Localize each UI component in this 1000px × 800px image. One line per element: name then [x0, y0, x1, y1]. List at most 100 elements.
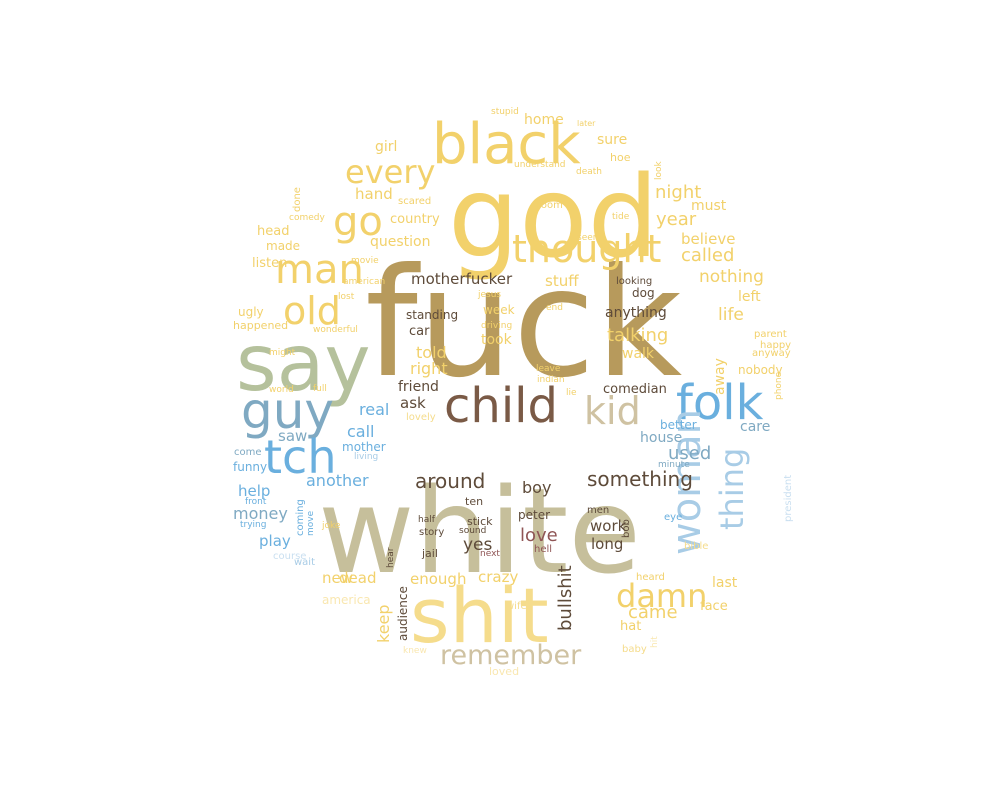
word-work: work — [590, 517, 627, 535]
word-trying: trying — [240, 520, 266, 530]
word-old: old — [283, 289, 341, 333]
word-men: men — [587, 505, 609, 516]
word-black: black — [432, 112, 581, 177]
word-world: world — [269, 385, 294, 395]
word-look: look — [654, 160, 664, 180]
word-real: real — [359, 400, 389, 419]
word-stuff: stuff — [545, 272, 579, 290]
word-scared: scared — [398, 196, 431, 207]
word-stupid: stupid — [491, 107, 519, 117]
word-story: story — [419, 527, 444, 538]
word-hit: hit — [650, 636, 660, 648]
word-stick: stick — [467, 515, 493, 528]
word-bob: bob — [621, 519, 632, 538]
word-head: head — [257, 224, 289, 239]
word-made: made — [266, 239, 300, 253]
word-came: came — [628, 602, 678, 623]
word-called: called — [681, 245, 734, 266]
word-half: half — [418, 515, 436, 525]
word-bullshit: bullshit — [555, 565, 576, 631]
word-friend: friend — [398, 379, 439, 395]
word-sound: sound — [459, 526, 486, 536]
word-car: car — [409, 324, 430, 339]
word-hat: hat — [620, 619, 641, 634]
word-believe: believe — [681, 230, 735, 248]
word-every: every — [345, 153, 435, 191]
word-looking: looking — [616, 276, 652, 287]
word-anything: anything — [605, 305, 667, 321]
word-keep: keep — [374, 604, 393, 643]
word-wife: wife — [506, 601, 527, 612]
word-another: another — [306, 471, 369, 490]
word-comedy: comedy — [289, 213, 325, 223]
word-remember: remember — [440, 640, 582, 671]
word-talking: talking — [607, 325, 668, 346]
word-woman: woman — [664, 409, 710, 555]
word-new: new — [322, 569, 353, 587]
word-told: told — [416, 343, 447, 362]
word-lost: lost — [338, 292, 355, 302]
word-later: later — [577, 119, 596, 128]
word-call: call — [347, 422, 375, 441]
word-happened: happened — [233, 319, 288, 332]
word-something: something — [587, 467, 693, 491]
word-dead: dead — [339, 569, 376, 587]
word-say: say — [236, 319, 371, 409]
word-around: around — [415, 469, 485, 493]
word-house: house — [640, 430, 682, 446]
word-thought: thought — [512, 227, 661, 271]
word-wonderful: wonderful — [313, 325, 358, 335]
word-seen: seen — [577, 233, 598, 243]
word-guy: guy — [241, 382, 334, 440]
word-saw: saw — [278, 427, 307, 445]
word-hell: hell — [534, 544, 552, 555]
word-course: course — [273, 551, 306, 562]
word-play: play — [259, 532, 291, 550]
word-phone: phone — [774, 371, 784, 400]
word-president: president — [783, 475, 794, 522]
word-fuck: fuck — [365, 237, 682, 411]
word-joke: joke — [321, 521, 341, 531]
word-hand: hand — [355, 185, 393, 203]
word-might: might — [269, 348, 296, 358]
word-yes: yes — [463, 535, 493, 555]
word-left: left — [738, 289, 761, 305]
word-used: used — [668, 443, 711, 464]
word-eye: eye — [664, 512, 682, 523]
word-next: next — [480, 549, 500, 559]
word-done: done — [292, 187, 303, 212]
word-come: come — [234, 447, 262, 458]
word-enough: enough — [410, 570, 466, 588]
word-comedian: comedian — [603, 382, 667, 397]
word-last: last — [712, 575, 738, 591]
word-audience: audience — [396, 586, 410, 641]
word-face: face — [700, 599, 728, 614]
word-tch: tch — [264, 430, 336, 484]
word-full: full — [313, 384, 327, 394]
word-country: country — [390, 212, 440, 227]
word-home: home — [524, 112, 564, 128]
word-damn: damn — [616, 577, 707, 615]
word-happy: happy — [760, 340, 791, 351]
word-lie: lie — [566, 388, 577, 398]
word-minute: minute — [658, 460, 690, 470]
word-movie: movie — [351, 256, 379, 266]
word-thing: thing — [713, 448, 751, 530]
word-ugly: ugly — [238, 305, 264, 319]
word-sure: sure — [597, 132, 627, 148]
word-week: week — [483, 303, 515, 317]
word-baby: baby — [622, 644, 647, 655]
word-walk: walk — [622, 346, 655, 362]
word-man: man — [275, 247, 364, 293]
word-night: night — [655, 182, 701, 203]
word-move: move — [306, 510, 316, 536]
word-jesus: jesus — [477, 290, 501, 300]
word-better: better — [660, 418, 697, 432]
word-bible: bible — [684, 541, 708, 552]
word-indian: indian — [537, 375, 565, 385]
word-question: question — [370, 234, 430, 250]
word-front: front — [245, 497, 267, 507]
